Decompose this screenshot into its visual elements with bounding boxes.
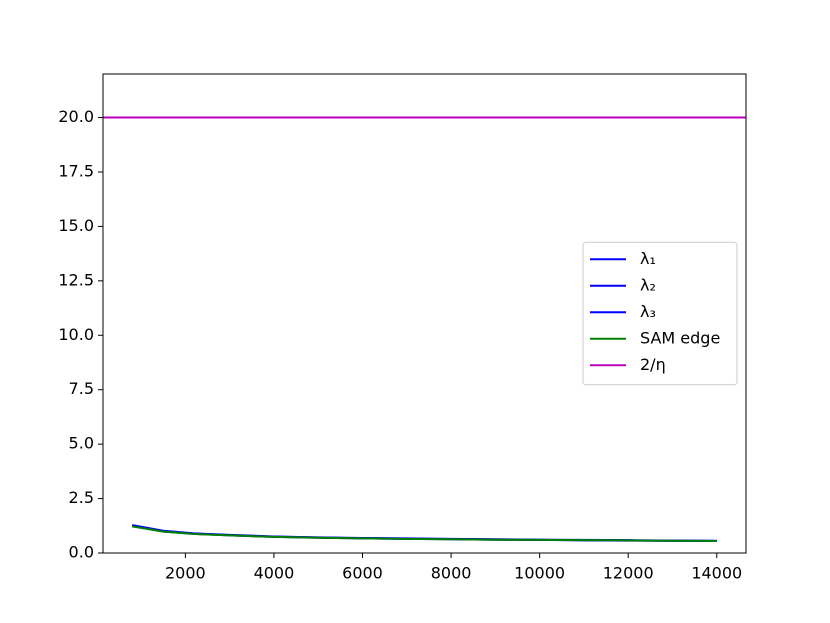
x-tick-label: 4000	[254, 564, 295, 583]
legend-label: λ₃	[640, 302, 656, 321]
x-tick-label: 14000	[691, 564, 742, 583]
x-tick-label: 2000	[165, 564, 206, 583]
y-tick-label: 0.0	[69, 543, 94, 562]
y-tick-label: 7.5	[69, 379, 94, 398]
y-tick-label: 17.5	[58, 161, 94, 180]
y-tick-label: 12.5	[58, 270, 94, 289]
x-tick-label: 10000	[514, 564, 565, 583]
legend-label: 2/η	[640, 355, 666, 374]
legend-label: λ₂	[640, 275, 656, 294]
y-tick-label: 20.0	[58, 107, 94, 126]
x-tick-label: 12000	[603, 564, 654, 583]
legend-label: SAM edge	[640, 328, 720, 347]
legend-label: λ₁	[640, 249, 656, 268]
legend-box	[582, 241, 738, 386]
x-tick-label: 8000	[431, 564, 472, 583]
x-tick-label: 6000	[342, 564, 383, 583]
line	[132, 525, 717, 543]
y-tick-label: 5.0	[69, 434, 94, 453]
y-tick-label: 15.0	[58, 216, 94, 235]
plot-frame	[102, 73, 747, 554]
y-tick-label: 2.5	[69, 488, 94, 507]
y-tick-label: 10.0	[58, 325, 94, 344]
